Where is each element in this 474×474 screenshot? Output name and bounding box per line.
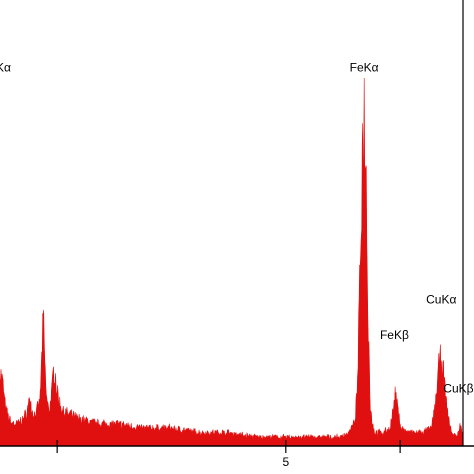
spectrum-area-layer xyxy=(0,77,464,447)
peak-label: Kα xyxy=(0,60,11,74)
x-tick-label: 5 xyxy=(282,455,289,469)
peak-label: CuKβ xyxy=(443,381,473,395)
peak-label: CuKα xyxy=(426,292,456,306)
annotation-layer: FeKα FeKβ CuKα CuKβ Kα xyxy=(0,60,474,395)
spectrum-series-0 xyxy=(0,77,464,447)
peak-label: FeKα xyxy=(350,60,379,74)
peak-label: FeKβ xyxy=(380,328,409,342)
